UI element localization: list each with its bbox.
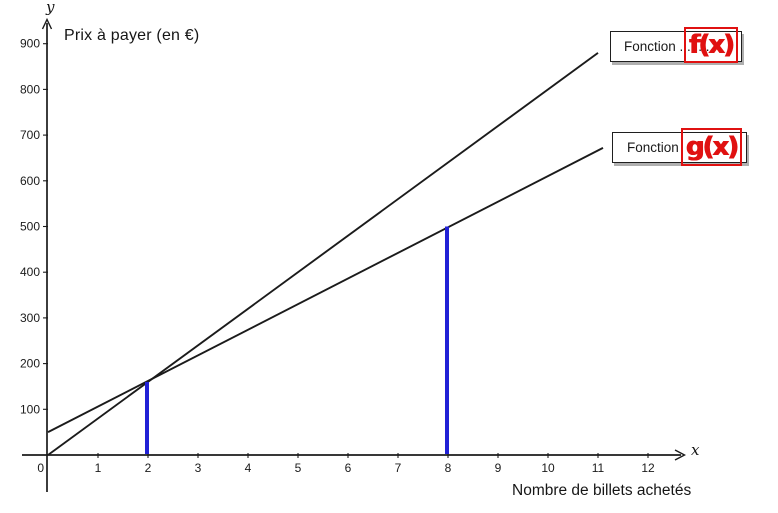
x-tick-label: 5 [295,461,302,475]
x-axis-caption: Nombre de billets achetés [512,482,692,499]
x-tick-label: 9 [495,461,502,475]
legend-box-f: Fonction ........ [610,31,742,62]
legend-g-label: Fonction [627,140,679,155]
x-tick-label: 2 [145,461,152,475]
x-tick-label: 4 [245,461,252,475]
y-tick-label: 900 [20,37,40,51]
x-axis-arrow [674,449,687,461]
y-tick-label: 800 [20,82,40,96]
y-tick-label: 100 [20,402,40,416]
x-tick-label: 1 [95,461,102,475]
legend-f-annotation-text: f(x) [689,30,735,60]
x-axis-letter: x [691,441,700,459]
x-tick-label: 10 [541,461,555,475]
legend-f-handwritten-annotation: f(x) [684,27,738,63]
x-tick-label: 3 [195,461,202,475]
y-tick-label: 400 [20,265,40,279]
x-tick-label: 6 [345,461,352,475]
series-line-g [47,147,604,433]
x-tick-label: 11 [592,461,605,475]
legend-g-handwritten-annotation: g(x) [681,128,742,166]
y-tick-label: 200 [20,357,40,371]
y-axis-arrow [41,17,53,30]
y-tick-label: 500 [20,220,40,234]
legend-box-g: Fonction [612,132,747,163]
series-line-f [47,52,599,456]
y-tick-label: 600 [20,174,40,188]
legend-g-annotation-text: g(x) [685,132,739,162]
y-axis-letter: y [46,0,55,16]
y-tick-label: 700 [20,128,40,142]
y-axis-caption: Prix à payer (en €) [64,27,200,44]
legend-f-label: Fonction ........ [624,39,710,54]
origin-label: 0 [37,461,44,475]
x-tick-label: 7 [395,461,402,475]
x-tick-label: 12 [641,461,655,475]
y-tick-label: 300 [20,311,40,325]
x-tick-label: 8 [445,461,452,475]
